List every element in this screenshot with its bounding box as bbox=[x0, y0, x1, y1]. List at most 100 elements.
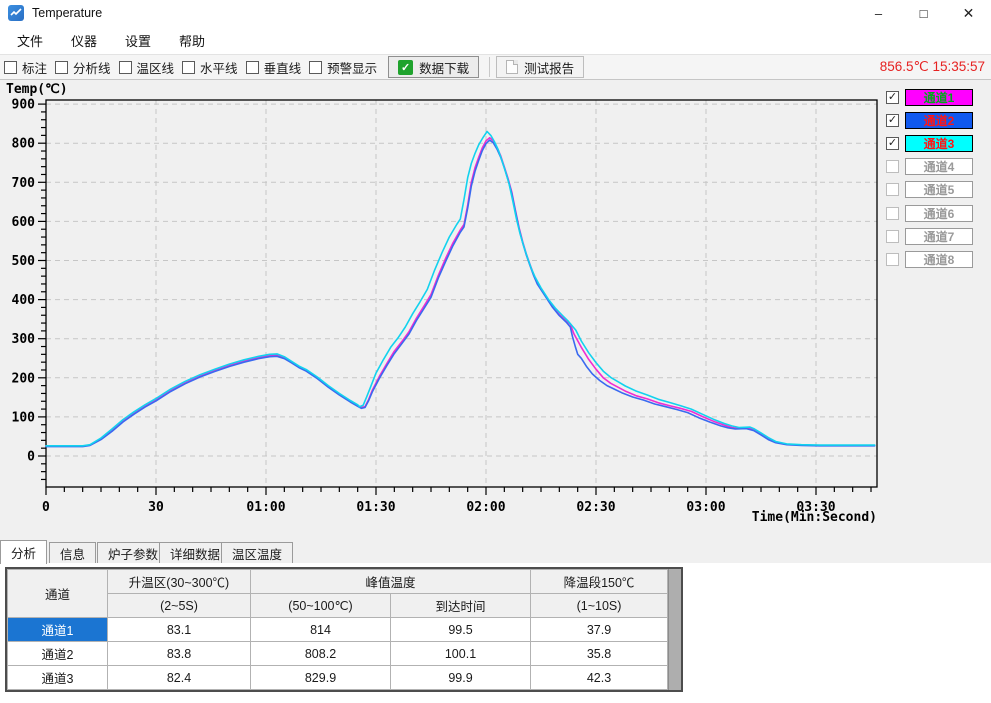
toolbar-check-label: 标注 bbox=[22, 61, 48, 76]
x-tick-label: 02:00 bbox=[466, 500, 505, 515]
toolbar-check-label: 水平线 bbox=[200, 61, 238, 76]
legend-item-channel-1: ✓ 通道1 bbox=[886, 88, 973, 106]
checkbox-icon[interactable] bbox=[245, 60, 259, 74]
channel-checkbox[interactable]: ✓ bbox=[886, 113, 899, 127]
x-tick-label: 03:30 bbox=[796, 500, 835, 515]
channel-checkbox[interactable] bbox=[886, 252, 899, 266]
channel-chip[interactable]: 通道5 bbox=[905, 181, 973, 199]
toolbar-check-3[interactable]: 水平线 bbox=[182, 58, 238, 77]
y-tick-label: 900 bbox=[12, 98, 36, 113]
x-tick-label: 03:00 bbox=[686, 500, 725, 515]
channel-chip[interactable]: 通道3 bbox=[905, 134, 973, 152]
table-cell: 100.1 bbox=[390, 641, 531, 666]
checkbox-icon[interactable] bbox=[309, 60, 323, 74]
channel-checkbox[interactable]: ✓ bbox=[886, 90, 899, 104]
toolbar-separator bbox=[489, 57, 491, 77]
channel-checkbox[interactable] bbox=[886, 183, 899, 197]
row-header-channel[interactable]: 通道2 bbox=[7, 641, 108, 666]
series-通道3 bbox=[45, 130, 876, 447]
table-scrollbar[interactable] bbox=[668, 569, 681, 690]
tab-4[interactable]: 温区温度 bbox=[221, 542, 294, 563]
col-header-channel: 通道 bbox=[7, 569, 108, 618]
tab-2[interactable]: 炉子参数 bbox=[97, 542, 170, 563]
menu-item-2[interactable]: 设置 bbox=[125, 33, 152, 49]
channel-chip[interactable]: 通道2 bbox=[905, 111, 973, 129]
toolbar-check-4[interactable]: 垂直线 bbox=[245, 58, 301, 77]
col-subheader-rise: (2~5S) bbox=[107, 593, 251, 618]
table-cell: 37.9 bbox=[530, 617, 668, 642]
temperature-plot: 0 100 200 300 400 500 600 700 800 900 0 30 01:00 01:3… bbox=[12, 98, 878, 515]
checkbox-icon[interactable] bbox=[4, 60, 17, 74]
y-tick-label: 300 bbox=[12, 332, 36, 347]
legend-item-channel-4: 通道4 bbox=[886, 158, 973, 176]
minimize-button[interactable]: – bbox=[874, 5, 883, 21]
tab-0[interactable]: 分析 bbox=[0, 540, 48, 564]
table-row-通道3[interactable]: 通道3 82.4 829.9 99.9 42.3 bbox=[7, 665, 668, 690]
download-data-button[interactable]: ✓ 数据下载 bbox=[388, 56, 480, 78]
temperature-time-readout: 856.5℃ 15:35:57 bbox=[879, 59, 985, 74]
maximize-button[interactable]: □ bbox=[919, 5, 928, 21]
menu-item-0[interactable]: 文件 bbox=[17, 33, 44, 49]
toolbar-check-5[interactable]: 预警显示 bbox=[309, 58, 377, 77]
table-cell: 83.1 bbox=[107, 617, 251, 642]
series-通道2 bbox=[45, 139, 876, 448]
y-tick-label: 800 bbox=[12, 137, 36, 152]
checkbox-icon[interactable] bbox=[55, 60, 69, 74]
channel-chip[interactable]: 通道6 bbox=[905, 204, 973, 222]
channel-chip[interactable]: 通道1 bbox=[905, 88, 973, 106]
y-tick-label: 500 bbox=[12, 254, 36, 269]
col-header-rise: 升温区(30~300℃) bbox=[107, 569, 251, 594]
download-icon: ✓ bbox=[398, 59, 414, 75]
toolbar-check-0[interactable]: 标注 bbox=[4, 58, 47, 77]
x-axis-label: Time(Min:Second) bbox=[751, 510, 877, 525]
tab-3[interactable]: 详细数据 bbox=[159, 542, 232, 563]
y-tick-label: 600 bbox=[12, 215, 36, 230]
close-button[interactable]: ✕ bbox=[962, 4, 975, 21]
y-tick-label: 100 bbox=[12, 410, 36, 425]
col-subheader-peak-time: 到达时间 bbox=[390, 593, 531, 618]
channel-chip[interactable]: 通道7 bbox=[905, 227, 973, 245]
table-row-通道2[interactable]: 通道2 83.8 808.2 100.1 35.8 bbox=[7, 641, 668, 666]
channel-checkbox[interactable]: ✓ bbox=[886, 136, 899, 150]
y-tick-label: 700 bbox=[12, 176, 36, 191]
toolbar: 标注 分析线 温区线 水平线 垂直线 预警显示 ✓ 数据下载 测试报告 856.5℃ 15… bbox=[0, 54, 991, 80]
x-tick-label: 01:30 bbox=[356, 500, 395, 515]
y-axis-label: Temp(℃) bbox=[6, 82, 68, 97]
menu-bar: 文件 仪器 设置 帮助 bbox=[0, 26, 991, 54]
window-title: Temperature bbox=[32, 6, 103, 20]
channel-checkbox[interactable] bbox=[886, 229, 899, 243]
tab-1[interactable]: 信息 bbox=[49, 542, 97, 563]
y-tick-label: 0 bbox=[27, 450, 35, 465]
x-tick-label: 0 bbox=[42, 500, 50, 515]
tab-bar: 分析 信息 炉子参数 详细数据 温区温度 bbox=[0, 540, 991, 564]
channel-chip[interactable]: 通道8 bbox=[905, 250, 973, 268]
table-cell: 814 bbox=[250, 617, 391, 642]
toolbar-check-label: 温区线 bbox=[136, 61, 175, 76]
col-subheader-peak-temp: (50~100℃) bbox=[250, 593, 391, 618]
window-controls: – □ ✕ bbox=[856, 0, 991, 26]
legend-item-channel-8: 通道8 bbox=[886, 250, 973, 268]
test-report-button[interactable]: 测试报告 bbox=[496, 56, 585, 78]
x-tick-label: 30 bbox=[148, 500, 164, 515]
checkbox-icon[interactable] bbox=[182, 60, 196, 74]
y-tick-label: 400 bbox=[12, 293, 36, 308]
menu-item-3[interactable]: 帮助 bbox=[179, 33, 206, 49]
legend-item-channel-5: 通道5 bbox=[886, 181, 973, 199]
toolbar-check-1[interactable]: 分析线 bbox=[55, 58, 111, 77]
channel-chip[interactable]: 通道4 bbox=[905, 158, 973, 176]
menu-item-1[interactable]: 仪器 bbox=[71, 33, 98, 49]
toolbar-check-2[interactable]: 温区线 bbox=[118, 58, 175, 77]
checkbox-icon[interactable] bbox=[118, 60, 132, 74]
title-bar: Temperature – □ ✕ bbox=[0, 0, 991, 26]
legend-item-channel-2: ✓ 通道2 bbox=[886, 111, 973, 129]
channel-checkbox[interactable] bbox=[886, 160, 899, 174]
col-header-peak: 峰值温度 bbox=[250, 569, 531, 594]
channel-checkbox[interactable] bbox=[886, 206, 899, 220]
row-header-channel[interactable]: 通道3 bbox=[7, 665, 108, 690]
y-tick-label: 200 bbox=[12, 371, 36, 386]
table-row-通道1[interactable]: 通道1 83.1 814 99.5 37.9 bbox=[7, 617, 668, 642]
app-icon bbox=[8, 5, 24, 21]
x-tick-label: 02:30 bbox=[576, 500, 615, 515]
row-header-channel[interactable]: 通道1 bbox=[7, 617, 108, 642]
download-data-label: 数据下载 bbox=[419, 61, 470, 76]
